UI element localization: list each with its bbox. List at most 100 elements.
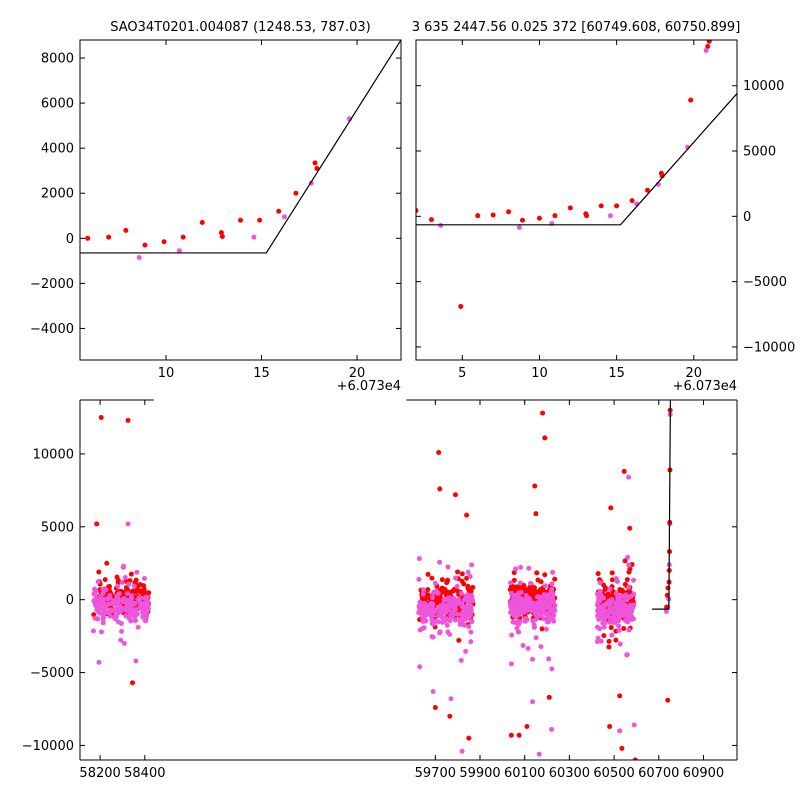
data-point-magenta bbox=[128, 596, 134, 602]
data-point-red bbox=[452, 492, 458, 498]
data-point-magenta bbox=[626, 584, 632, 590]
data-point-magenta bbox=[607, 213, 613, 219]
data-point-magenta bbox=[430, 688, 436, 694]
data-point-magenta bbox=[631, 602, 637, 608]
data-point-magenta bbox=[92, 586, 98, 592]
plot-area bbox=[80, 40, 401, 260]
data-point-magenta bbox=[432, 580, 438, 586]
data-point-magenta bbox=[619, 599, 625, 605]
data-point-red bbox=[621, 625, 627, 631]
data-point-magenta bbox=[438, 612, 444, 618]
data-point-magenta bbox=[516, 224, 522, 230]
data-point-magenta bbox=[145, 605, 151, 611]
y-tick-label: −10000 bbox=[22, 739, 74, 754]
data-point-red bbox=[542, 572, 548, 578]
data-point-magenta bbox=[95, 579, 101, 585]
x-tick-label: 60300 bbox=[549, 766, 590, 781]
data-point-red bbox=[104, 560, 110, 566]
data-point-red bbox=[490, 212, 496, 218]
data-point-magenta bbox=[597, 588, 603, 594]
data-point-magenta bbox=[508, 661, 514, 667]
data-point-magenta bbox=[468, 639, 474, 645]
plot-area bbox=[91, 400, 673, 760]
data-point-red bbox=[257, 217, 263, 223]
data-point-magenta bbox=[130, 607, 136, 613]
data-point-magenta bbox=[131, 601, 137, 607]
data-point-magenta bbox=[546, 656, 552, 662]
data-point-magenta bbox=[625, 554, 631, 560]
data-point-magenta bbox=[455, 611, 461, 617]
data-point-magenta bbox=[99, 629, 105, 635]
data-point-magenta bbox=[437, 629, 443, 635]
data-point-magenta bbox=[433, 618, 439, 624]
data-point-magenta bbox=[550, 598, 556, 604]
data-point-magenta bbox=[437, 559, 443, 565]
data-point-magenta bbox=[455, 600, 461, 606]
data-point-red bbox=[524, 723, 530, 729]
data-point-magenta bbox=[617, 728, 623, 734]
data-point-magenta bbox=[519, 604, 525, 610]
data-point-magenta bbox=[452, 617, 458, 623]
data-point-red bbox=[436, 449, 442, 455]
data-point-red bbox=[606, 593, 612, 599]
data-point-red bbox=[626, 569, 632, 575]
data-point-magenta bbox=[121, 640, 127, 646]
data-point-magenta bbox=[131, 583, 137, 589]
data-point-magenta bbox=[121, 606, 127, 612]
data-point-magenta bbox=[443, 616, 449, 622]
data-point-magenta bbox=[513, 606, 519, 612]
data-point-magenta bbox=[631, 577, 637, 583]
data-point-red bbox=[425, 571, 431, 577]
data-point-magenta bbox=[617, 641, 623, 647]
data-point-red bbox=[137, 582, 143, 588]
data-point-magenta bbox=[549, 586, 555, 592]
data-point-magenta bbox=[626, 474, 632, 480]
data-point-red bbox=[102, 577, 108, 583]
data-point-magenta bbox=[595, 613, 601, 619]
data-point-magenta bbox=[595, 608, 601, 614]
data-point-magenta bbox=[530, 656, 536, 662]
y-tick-label: 10000 bbox=[33, 447, 74, 462]
data-point-magenta bbox=[540, 605, 546, 611]
data-point-magenta bbox=[428, 613, 434, 619]
data-point-magenta bbox=[133, 618, 139, 624]
data-point-magenta bbox=[463, 616, 469, 622]
data-point-magenta bbox=[420, 587, 426, 593]
data-point-red bbox=[439, 577, 445, 583]
y-tick-label: −5000 bbox=[743, 275, 787, 290]
data-point-magenta bbox=[598, 605, 604, 611]
model-line bbox=[652, 400, 672, 610]
data-point-magenta bbox=[281, 214, 287, 220]
data-point-magenta bbox=[624, 616, 630, 622]
data-point-red bbox=[595, 571, 601, 577]
data-point-red bbox=[598, 203, 604, 209]
data-point-magenta bbox=[129, 612, 135, 618]
data-point-magenta bbox=[91, 628, 97, 634]
data-point-magenta bbox=[134, 611, 140, 617]
data-point-magenta bbox=[602, 620, 608, 626]
data-point-magenta bbox=[464, 596, 470, 602]
data-point-magenta bbox=[416, 556, 422, 562]
data-point-magenta bbox=[135, 624, 141, 630]
y-tick-label: 0 bbox=[66, 232, 74, 247]
data-point-magenta bbox=[533, 607, 539, 613]
x-tick-label: 60900 bbox=[683, 766, 724, 781]
data-point-magenta bbox=[602, 608, 608, 614]
data-point-magenta bbox=[546, 619, 552, 625]
data-point-red bbox=[516, 732, 522, 738]
y-tick-label: 0 bbox=[66, 593, 74, 608]
data-point-magenta bbox=[438, 222, 444, 228]
data-point-red bbox=[644, 187, 650, 193]
data-point-magenta bbox=[516, 610, 522, 616]
x-tick-label: 10 bbox=[531, 366, 548, 381]
data-point-red bbox=[532, 483, 538, 489]
data-point-red bbox=[475, 213, 481, 219]
model-line bbox=[416, 93, 737, 226]
data-point-red bbox=[458, 303, 464, 309]
axes-frame bbox=[415, 39, 738, 361]
data-point-magenta bbox=[525, 600, 531, 606]
data-point-magenta bbox=[116, 607, 122, 613]
data-point-magenta bbox=[134, 569, 140, 575]
data-point-red bbox=[627, 525, 633, 531]
